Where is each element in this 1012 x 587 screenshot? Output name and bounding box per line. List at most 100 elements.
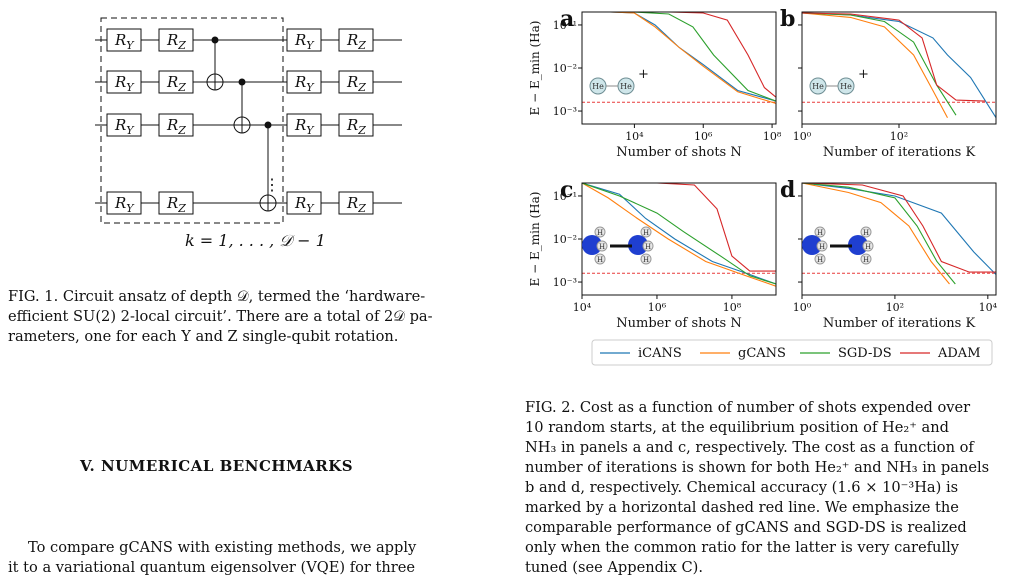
x-tick-label: 10⁸ xyxy=(723,301,742,314)
x-tick-label: 10² xyxy=(890,130,908,143)
rotation-gate xyxy=(338,191,374,215)
nitrogen-atom xyxy=(802,235,822,255)
body-line: To compare gCANS with existing methods, … xyxy=(28,539,417,556)
series-line-sgd-ds xyxy=(802,183,956,285)
x-tick-label: 10⁶ xyxy=(694,130,713,143)
plot-frame xyxy=(801,182,997,296)
x-tick-label: 10⁴ xyxy=(979,301,998,314)
rotation-gate xyxy=(106,28,142,52)
hydrogen-atom xyxy=(814,253,826,265)
rotation-gate xyxy=(286,113,322,137)
plot-frame xyxy=(581,11,777,125)
legend-label: SGD-DS xyxy=(838,346,892,361)
series-line-icans xyxy=(802,183,996,275)
series-line-gcans xyxy=(582,183,776,287)
repeat-block xyxy=(100,17,284,224)
x-tick-label: 10⁰ xyxy=(793,130,812,143)
fig2-caption-line: tuned (see Appendix C). xyxy=(525,559,704,576)
atom-label: He xyxy=(840,82,852,91)
plot-frame xyxy=(801,11,997,125)
atom-label: H xyxy=(599,243,605,251)
charge-plus: + xyxy=(638,67,649,82)
y-tick-label: 10⁻² xyxy=(553,233,577,246)
atom-label: H xyxy=(597,229,603,237)
atom-label: H xyxy=(645,243,651,251)
series-line-gcans xyxy=(802,12,948,118)
panel-letter: a xyxy=(560,6,574,32)
x-tick-label: 10⁶ xyxy=(648,301,667,314)
atom-label: He xyxy=(592,82,604,91)
panel-letter: c xyxy=(560,177,573,203)
hydrogen-atom xyxy=(814,226,826,238)
chart-panel-b: b 10⁰ 10² Number of iterations K He He + xyxy=(780,6,997,160)
hydrogen-atom xyxy=(860,253,872,265)
series-line-adam xyxy=(582,12,776,98)
rotation-gate xyxy=(106,70,142,94)
series-line-gcans xyxy=(802,183,950,285)
series-line-adam xyxy=(802,183,996,273)
rotation-gate xyxy=(338,113,374,137)
fig1-caption-line: FIG. 1. Circuit ansatz of depth 𝒟, terme… xyxy=(8,288,426,305)
section-body: To compare gCANS with existing methods, … xyxy=(8,538,490,578)
series-line-adam xyxy=(582,183,776,272)
legend-label: iCANS xyxy=(638,346,682,361)
fig2-caption-line: b and d, respectively. Chemical accuracy… xyxy=(525,479,959,496)
atom-label: H xyxy=(643,256,649,264)
atom-label: He xyxy=(812,82,824,91)
x-axis-label: Number of shots N xyxy=(616,316,741,331)
series-line-sgd-ds xyxy=(582,12,776,102)
nitrogen-atom xyxy=(628,235,648,255)
cnot-control xyxy=(238,78,246,86)
cnot-control xyxy=(264,121,272,129)
atom-label: H xyxy=(865,243,871,251)
rotation-gate xyxy=(158,28,194,52)
y-tick-label: 10⁻³ xyxy=(553,105,577,118)
hydrogen-atom xyxy=(642,240,654,252)
y-tick-label: 10⁻² xyxy=(553,62,577,75)
chart-legend: iCANS gCANS SGD-DS ADAM xyxy=(591,339,993,366)
fig2-caption-line: FIG. 2. Cost as a function of number of … xyxy=(525,399,971,416)
x-tick-label: 10⁴ xyxy=(573,301,592,314)
y-tick-label: 10⁻¹ xyxy=(553,19,577,32)
atom-label: H xyxy=(643,229,649,237)
hydrogen-atom xyxy=(862,240,874,252)
x-tick-label: 10² xyxy=(886,301,904,314)
atom-label: H xyxy=(817,256,823,264)
fig1-caption: FIG. 1. Circuit ansatz of depth 𝒟, terme… xyxy=(8,287,490,347)
fig2-caption-line: comparable performance of gCANS and SGD-… xyxy=(525,519,967,536)
charge-plus: + xyxy=(858,67,869,82)
fig2-caption-line: number of iterations is shown for both H… xyxy=(525,459,990,476)
nitrogen-atom xyxy=(848,235,868,255)
fig2-caption-line: NH₃ in panels a and c, respectively. The… xyxy=(525,439,974,456)
atom-label: H xyxy=(863,256,869,264)
rotation-gate xyxy=(286,28,322,52)
rotation-gate xyxy=(158,113,194,137)
fig2-caption-line: marked by a horizontal dashed red line. … xyxy=(525,499,959,516)
fig1-caption-line: efficient SU(2) 2-local circuit’. There … xyxy=(8,308,433,325)
ellipsis-dots: ⋮ xyxy=(264,175,280,194)
x-tick-label: 10⁰ xyxy=(793,301,812,314)
series-line-icans xyxy=(582,12,776,102)
fig2-caption: FIG. 2. Cost as a function of number of … xyxy=(525,398,1007,578)
depth-label: k = 1, . . . , 𝒟 − 1 xyxy=(185,231,326,250)
panel-letter: b xyxy=(780,6,795,32)
rotation-gate xyxy=(338,28,374,52)
rotation-gate xyxy=(106,113,142,137)
fig2-caption-line: only when the common ratio for the latte… xyxy=(525,539,960,556)
rotation-gate xyxy=(158,70,194,94)
chart-panel-a: a 10⁴ 10⁶ 10⁸ Number of shots N 10⁻¹ 10⁻² 10⁻³ E… xyxy=(528,6,782,160)
hydrogen-atom xyxy=(594,253,606,265)
x-axis-label: Number of shots N xyxy=(616,145,741,160)
rotation-gate xyxy=(338,70,374,94)
section-heading: V. NUMERICAL BENCHMARKS xyxy=(80,457,354,475)
fig1-caption-line: rameters, one for each Y and Z single-qu… xyxy=(8,328,399,345)
x-tick-label: 10⁴ xyxy=(625,130,644,143)
x-tick-label: 10⁸ xyxy=(763,130,782,143)
nitrogen-atom xyxy=(582,235,602,255)
chart-panel-c: c 10⁴ 10⁶ 10⁸ Number of shots N 10⁻¹ 10⁻² 10⁻³ E… xyxy=(528,177,777,331)
legend-label: ADAM xyxy=(937,346,981,361)
atom-label: H xyxy=(597,256,603,264)
y-tick-label: 10⁻¹ xyxy=(553,190,577,203)
